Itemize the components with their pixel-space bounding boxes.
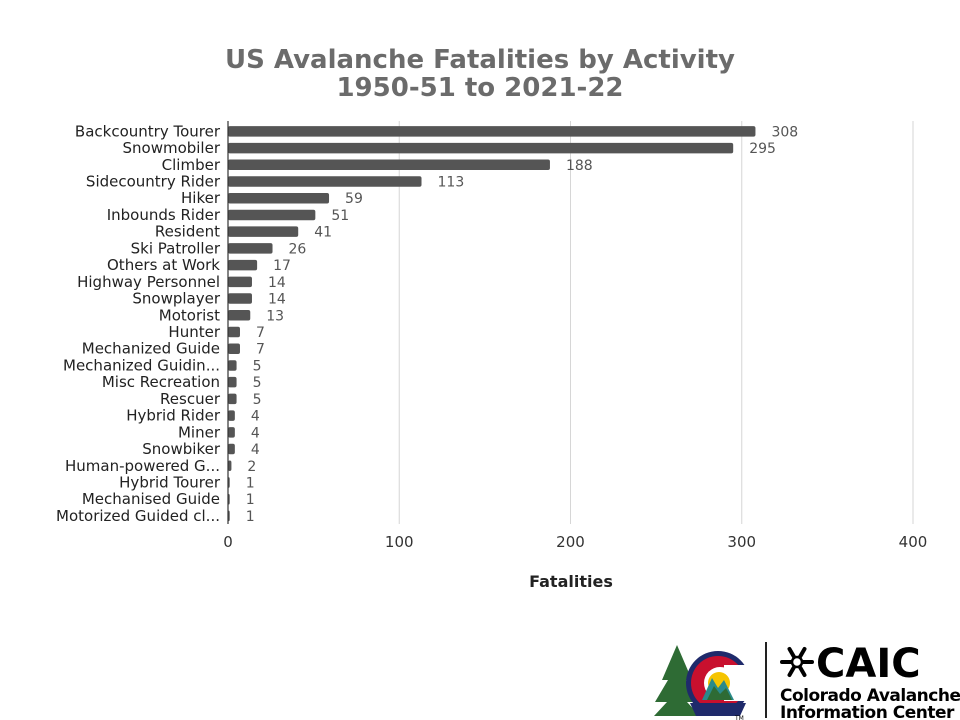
bar [228,343,240,354]
bar [228,226,299,237]
x-tick-label: 100 [385,533,414,551]
category-label: Backcountry Tourer [75,122,221,140]
value-label: 7 [256,325,265,341]
snowflake-icon [780,647,814,677]
bar [228,427,235,438]
bar [228,310,251,321]
category-label: Hybrid Rider [126,407,221,425]
bar [228,192,330,204]
x-tick-label: 200 [556,533,585,551]
category-label: Snowmobiler [122,139,220,157]
value-label: 1 [246,475,255,491]
logo-name-line-1: Colorado Avalanche [780,686,960,706]
x-tick-label: 0 [223,533,233,551]
category-label: Hiker [181,189,221,207]
x-axis-title: Fatalities [529,572,613,591]
value-label: 26 [289,241,307,257]
bar [228,443,235,455]
category-label: Snowplayer [132,290,220,308]
value-label: 13 [266,308,284,324]
category-label: Mechanized Guide [82,340,220,358]
bar [228,460,232,472]
value-label: 14 [268,292,286,308]
pine-tree-icon [654,645,700,716]
category-label: Human-powered G... [65,457,220,475]
value-label: 308 [771,124,798,140]
value-label: 59 [345,191,363,207]
bar [228,243,273,254]
category-label: Motorist [159,306,220,324]
value-label: 113 [438,175,465,191]
category-label: Inbounds Rider [107,206,221,224]
value-label: 41 [314,225,332,241]
chart-title-line-1: US Avalanche Fatalities by Activity [225,45,735,75]
value-label: 5 [253,392,262,408]
chart-title-line-2: 1950-51 to 2021-22 [336,73,623,103]
value-label: 5 [253,375,262,391]
value-label: 188 [566,158,593,174]
logo-name-line-2: Information Center [780,703,955,720]
value-label: 295 [749,141,776,157]
x-tick-label: 400 [899,533,928,551]
bar [228,259,258,271]
category-label: Miner [178,423,221,441]
trademark-mark: TM [734,715,744,720]
value-label: 51 [331,208,349,224]
bar [228,276,252,288]
category-label: Rescuer [160,390,221,408]
logo-acronym: CAIC [816,641,921,687]
category-label: Hunter [168,323,220,341]
value-label: 17 [273,258,291,274]
gridlines [398,121,914,524]
bar [228,176,422,187]
category-label: Motorized Guided cl... [56,507,220,525]
bar [228,126,756,137]
value-label: 14 [268,275,286,291]
bar [228,209,316,221]
bar [228,159,550,171]
category-label: Mechanised Guide [82,490,220,508]
bar [228,293,252,304]
category-labels: Backcountry TourerSnowmobilerClimberSide… [56,122,221,525]
colorado-c-emblem-icon [686,651,754,716]
category-label: Others at Work [107,256,220,274]
category-label: Sidecountry Rider [86,173,221,191]
bar [228,393,237,405]
value-label: 7 [256,342,265,358]
bars [228,126,756,522]
x-tick-label: 300 [727,533,756,551]
category-label: Misc Recreation [102,373,220,391]
x-tick-labels: 0 100 200 300 400 [223,533,927,551]
caic-logo: TM CAIC Colorado Avalanche Information C… [654,641,960,720]
category-label: Snowbiker [142,440,221,458]
category-label: Resident [155,223,220,241]
bar [228,326,240,338]
value-label: 4 [251,442,260,458]
value-label: 5 [253,358,262,374]
bar [228,376,237,388]
value-label: 1 [246,492,255,508]
category-label: Ski Patroller [131,239,221,257]
category-label: Mechanized Guidin... [63,356,220,374]
bar [228,360,237,371]
value-label: 4 [251,425,260,441]
bar [228,410,235,421]
value-label: 2 [247,459,256,475]
category-label: Climber [162,156,221,174]
category-label: Highway Personnel [77,273,220,291]
value-label: 4 [251,409,260,425]
value-label: 1 [246,509,255,525]
bar [228,142,734,154]
category-label: Hybrid Tourer [119,473,221,491]
